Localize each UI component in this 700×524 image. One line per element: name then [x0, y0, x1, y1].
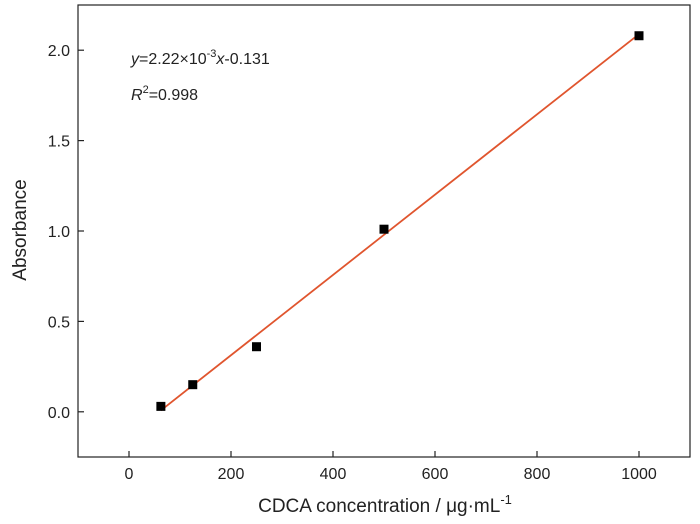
r2-value: =0.998 [149, 87, 198, 104]
equation-exponent: -3 [207, 48, 217, 60]
x-axis-title-text: CDCA concentration / μg·mL [258, 496, 500, 517]
x-tick-label: 800 [524, 466, 551, 483]
fit-line-group [160, 33, 640, 412]
x-tick-label: 400 [320, 466, 347, 483]
y-tick-label: 1.5 [48, 134, 70, 151]
x-axis-title-sup: -1 [500, 492, 512, 507]
fit-line [160, 33, 640, 412]
y-tick-label: 0.5 [48, 314, 70, 331]
data-point-marker [634, 31, 644, 41]
y-tick-label: 0.0 [48, 405, 70, 422]
y-tick-label: 2.0 [48, 43, 70, 60]
equation-suffix: -0.131 [224, 51, 269, 68]
x-tick-label: 0 [125, 466, 134, 483]
x-tick-label: 200 [218, 466, 245, 483]
r2-exponent: 2 [143, 84, 149, 96]
r-squared-annotation: R2=0.998 [131, 84, 198, 104]
equation-prefix: =2.22×10 [139, 51, 207, 68]
x-tick-label: 600 [422, 466, 449, 483]
data-points [156, 31, 644, 411]
y-tick-label: 1.0 [48, 224, 70, 241]
data-point-marker [379, 224, 389, 234]
x-tick-label: 1000 [621, 466, 657, 483]
equation-y-var: y [130, 51, 140, 68]
r2-var: R [131, 87, 143, 104]
regression-equation: y=2.22×10-3x-0.131 [130, 48, 270, 68]
axis-ticks: 0 200 400 600 800 1000 0.0 0.5 1.0 1.5 2.0 [48, 43, 657, 483]
data-point-marker [188, 380, 198, 390]
data-point-marker [156, 401, 166, 411]
x-axis-title: CDCA concentration / μg·mL-1 [258, 492, 512, 517]
data-point-marker [252, 342, 261, 352]
y-axis-title: Absorbance [10, 179, 31, 280]
equation-x-var: x [215, 51, 225, 68]
